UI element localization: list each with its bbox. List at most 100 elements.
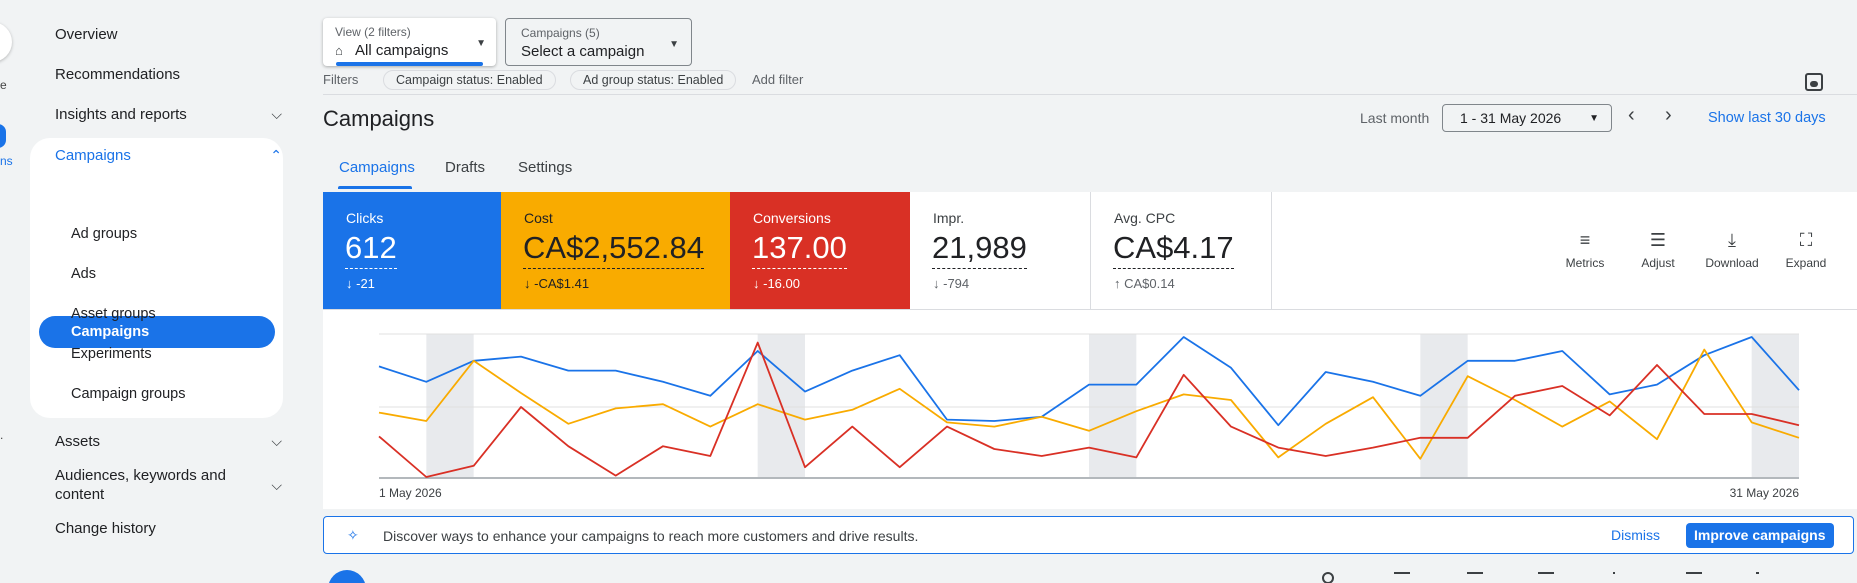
sidebar-item-insights[interactable]: Insights and reports ⌵ <box>55 106 290 123</box>
chevron-down-icon: ⌵ <box>271 433 282 449</box>
scorecard-delta: ↓ -794 <box>933 276 970 291</box>
scorecard-conversions[interactable]: Conversions 137.00 ↓ -16.00 <box>730 192 910 309</box>
rail-active-indicator[interactable] <box>0 124 6 148</box>
tab-settings[interactable]: Settings <box>518 159 573 176</box>
weekend-band <box>426 334 474 477</box>
metrics-button[interactable]: ≡ Metrics <box>1553 230 1617 270</box>
campaign-selector-value: Select a campaign <box>521 43 645 60</box>
active-tab-indicator <box>338 186 412 189</box>
sparkle-search-icon: ✧ <box>347 527 359 543</box>
tab-campaigns[interactable]: Campaigns <box>339 159 415 176</box>
sidebar-item-recommendations[interactable]: Recommendations <box>55 66 290 83</box>
sidebar-item-label: Assets <box>55 433 101 450</box>
download-icon: ⤓ <box>1728 230 1736 250</box>
filter-chip-campaign-status[interactable]: Campaign status: Enabled <box>383 70 556 90</box>
scorecard-delta: ↓ -CA$1.41 <box>524 276 590 291</box>
divider <box>323 94 1857 95</box>
arrow-down-icon: ↓ <box>933 276 940 291</box>
sidebar-item-label: Audiences, keywords and content <box>55 467 226 503</box>
active-indicator <box>336 62 483 66</box>
sidebar-item-change-history[interactable]: Change history <box>55 520 290 537</box>
scorecard-cost[interactable]: Cost CA$2,552.84 ↓ -CA$1.41 <box>501 192 730 309</box>
chevron-down-icon: ⌵ <box>271 106 282 122</box>
sidebar-subitem-ad-groups[interactable]: Ad groups <box>71 226 138 242</box>
x-tick-label-start: 1 May 2026 <box>379 486 442 500</box>
campaign-selector-label: Campaigns (5) <box>521 26 600 40</box>
scorecard-name: Impr. <box>933 210 965 226</box>
chevron-right-icon[interactable]: › <box>1665 104 1672 126</box>
expand-button[interactable]: ⛶ Expand <box>1774 230 1838 270</box>
filter-chip-ad-group-status[interactable]: Ad group status: Enabled <box>570 70 737 90</box>
segment-icon[interactable] <box>1538 572 1554 583</box>
arrow-down-icon: ↓ <box>524 276 531 291</box>
download-button[interactable]: ⤓ Download <box>1700 230 1764 270</box>
scorecard-clicks[interactable]: Clicks 612 ↓ -21 <box>323 192 501 309</box>
divider <box>323 309 1857 310</box>
sidebar-subitem-campaign-groups[interactable]: Campaign groups <box>71 386 186 402</box>
scorecard-delta: ↓ -21 <box>346 276 375 291</box>
rail-label-active: ns <box>0 154 13 168</box>
sidebar-item-overview[interactable]: Overview <box>55 26 290 43</box>
filter-icon[interactable] <box>1394 572 1410 583</box>
sidebar-item-assets[interactable]: Assets ⌵ <box>55 433 290 450</box>
improve-campaigns-button[interactable]: Improve campaigns <box>1686 523 1834 548</box>
scorecard-value: 137.00 <box>752 230 847 269</box>
date-range-picker[interactable]: 1 - 31 May 2026 ▼ <box>1442 104 1612 132</box>
arrow-down-icon: ↓ <box>346 276 353 291</box>
sidebar-item-audiences[interactable]: Audiences, keywords and content ⌵ <box>55 466 290 504</box>
rail-button[interactable] <box>0 22 12 62</box>
chevron-left-icon[interactable]: ‹ <box>1628 104 1635 126</box>
weekend-band <box>1420 334 1468 477</box>
create-button[interactable] <box>328 570 366 583</box>
sidebar-subitem-ads[interactable]: Ads <box>71 266 96 282</box>
sidebar-subitem-campaigns[interactable] <box>39 316 275 348</box>
scorecard-name: Clicks <box>346 210 384 226</box>
tune-icon: ☰ <box>1649 230 1667 250</box>
scorecard-impressions[interactable]: Impr. 21,989 ↓ -794 <box>910 192 1091 309</box>
performance-chart: 1 May 2026 31 May 2026 <box>378 333 1800 500</box>
banner-message: Discover ways to enhance your campaigns … <box>383 528 919 544</box>
sidebar-item-label: Overview <box>55 26 118 43</box>
performance-panel: Clicks 612 ↓ -21 Cost CA$2,552.84 ↓ -CA$… <box>323 192 1857 509</box>
sidebar-subitem-asset-groups[interactable]: Asset groups <box>71 306 156 322</box>
expand-icon[interactable] <box>1686 572 1702 583</box>
add-chart-icon: ≡ <box>1579 230 1591 250</box>
scorecard-value: 21,989 <box>932 230 1027 269</box>
download-icon[interactable] <box>1613 572 1615 583</box>
x-tick-label-end: 31 May 2026 <box>1730 486 1800 500</box>
sidebar-item-label: Change history <box>55 520 156 537</box>
view-selector-value: All campaigns <box>355 42 449 59</box>
date-range-value: 1 - 31 May 2026 <box>1460 110 1562 126</box>
tab-drafts[interactable]: Drafts <box>445 159 486 176</box>
search-icon[interactable] <box>1322 572 1334 583</box>
campaign-selector[interactable]: Campaigns (5) Select a campaign ▼ <box>505 18 692 66</box>
view-selector[interactable]: View (2 filters) ⌂ All campaigns ▼ <box>323 18 496 66</box>
scorecard-avg-cpc[interactable]: Avg. CPC CA$4.17 ↑ CA$0.14 <box>1091 192 1272 309</box>
sidebar-subitem-label: Campaigns <box>71 324 150 340</box>
dismiss-button[interactable]: Dismiss <box>1611 527 1660 543</box>
sidebar-subitem-experiments[interactable]: Experiments <box>71 346 152 362</box>
show-last-30-days-link[interactable]: Show last 30 days <box>1708 110 1826 126</box>
sidebar-item-campaigns[interactable]: Campaigns ⌃ <box>55 147 290 164</box>
scorecard-delta: ↓ -16.00 <box>753 276 800 291</box>
rail-label: . <box>0 428 4 442</box>
scorecard-value: 612 <box>345 230 397 269</box>
campaigns-nav-group: Campaigns ⌃ Campaigns Ad groups Ads Asset… <box>30 138 283 418</box>
recommendation-banner: ✧ Discover ways to enhance your campaign… <box>323 516 1854 554</box>
add-filter-button[interactable]: Add filter <box>752 72 804 87</box>
expand-icon: ⛶ <box>1799 230 1813 250</box>
adjust-button[interactable]: ☰ Adjust <box>1626 230 1690 270</box>
scorecard-name: Conversions <box>753 210 831 226</box>
dropdown-arrow-icon: ▼ <box>669 39 679 50</box>
sidebar-item-label: Campaigns <box>55 147 131 164</box>
arrow-down-icon: ↓ <box>753 276 760 291</box>
scorecard-delta: ↑ CA$0.14 <box>1114 276 1175 291</box>
scorecard-value: CA$4.17 <box>1113 230 1234 269</box>
save-icon[interactable] <box>1805 73 1823 91</box>
weekend-band <box>1751 334 1799 477</box>
scorecard-value: CA$2,552.84 <box>523 230 704 269</box>
page-title: Campaigns <box>323 106 435 131</box>
more-icon[interactable] <box>1756 572 1759 583</box>
columns-icon[interactable] <box>1467 572 1483 583</box>
sidebar-item-label: Recommendations <box>55 66 181 83</box>
